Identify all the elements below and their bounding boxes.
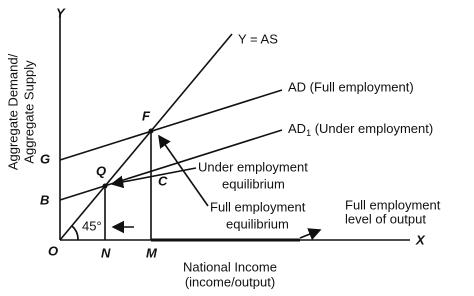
angle-arc — [71, 225, 79, 241]
arrow — [299, 228, 322, 241]
x-symbol: X — [415, 232, 426, 247]
y-label: Aggregate Demand/ — [5, 53, 20, 170]
annotation: level of output — [345, 211, 426, 226]
annotation: Full employment — [210, 199, 306, 214]
arrow — [158, 134, 209, 207]
ad-label: AD (Full employment) — [288, 79, 414, 94]
y-label: Aggregate Supply — [21, 60, 36, 164]
x-label: (income/output) — [185, 274, 275, 289]
origin: O — [48, 243, 58, 258]
as-line — [59, 33, 233, 241]
point-f — [148, 128, 154, 134]
ad1-label: AD1 (Under employment) — [288, 121, 433, 138]
annotation: Under employment — [198, 159, 308, 174]
annotation: equilibrium — [226, 216, 289, 231]
label-m: M — [146, 245, 158, 260]
label-f: F — [142, 108, 151, 123]
angle-label: 45° — [82, 218, 102, 233]
ad1-line — [59, 129, 283, 201]
arrow — [110, 167, 197, 189]
y-symbol: Y — [56, 5, 66, 20]
ad-line — [59, 89, 283, 161]
annotation: equilibrium — [222, 176, 285, 191]
point-q — [102, 183, 108, 189]
label-b: B — [40, 192, 49, 207]
x-label: National Income — [183, 259, 277, 274]
as-label: Y = AS — [238, 31, 278, 46]
label-c: C — [158, 173, 168, 188]
label-n: N — [101, 245, 111, 260]
label-q: Q — [96, 163, 106, 178]
label-g: G — [40, 151, 50, 166]
annotation: Full employment — [345, 197, 441, 212]
